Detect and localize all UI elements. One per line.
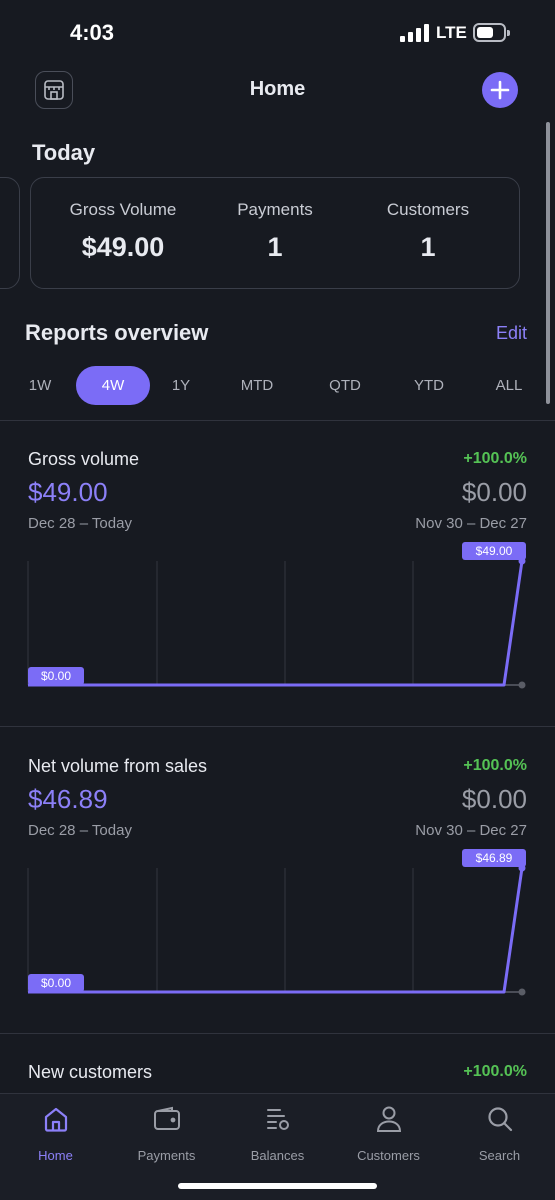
network-label: LTE xyxy=(436,23,467,42)
status-bar: 4:03 LTE xyxy=(0,0,555,62)
metric-range: Dec 28 – Today xyxy=(28,515,132,532)
tab-1w[interactable]: 1W xyxy=(28,377,52,394)
stat-value: 1 xyxy=(420,232,436,262)
stat-label: Gross Volume xyxy=(69,200,177,219)
divider xyxy=(0,420,555,421)
page-title: Home xyxy=(249,78,306,100)
stat-label: Payments xyxy=(237,200,313,219)
range-tabs: 1W 4W 1Y MTD QTD YTD ALL xyxy=(0,366,555,406)
tab-all[interactable]: ALL xyxy=(495,377,523,394)
metric-net-volume[interactable]: Net volume from sales +100.0% $46.89 $0.… xyxy=(0,727,555,1033)
start-label: $0.00 xyxy=(41,976,71,990)
metric-chart: $0.00 $49.00 xyxy=(27,542,526,689)
end-label: $49.00 xyxy=(476,544,513,558)
metric-title: New customers xyxy=(28,1062,153,1082)
scrollbar[interactable] xyxy=(546,122,550,404)
metric-previous-value: $0.00 xyxy=(461,784,527,814)
person-icon xyxy=(376,1106,401,1132)
metric-value: $49.00 xyxy=(28,477,108,507)
nav-customers[interactable]: Customers xyxy=(333,1104,444,1163)
metric-gross-volume[interactable]: Gross volume +100.0% $49.00 $0.00 Dec 28… xyxy=(0,420,555,726)
previous-end-point xyxy=(518,988,526,996)
store-button[interactable] xyxy=(35,71,73,109)
add-button[interactable] xyxy=(482,72,518,108)
end-label: $46.89 xyxy=(476,851,513,865)
plus-icon xyxy=(490,80,510,100)
previous-card[interactable] xyxy=(0,177,20,289)
nav-label: Home xyxy=(38,1148,73,1163)
nav-balances[interactable]: Balances xyxy=(222,1104,333,1163)
signal-icon xyxy=(400,24,430,42)
home-icon xyxy=(44,1107,67,1132)
search-icon xyxy=(487,1107,512,1132)
series-line xyxy=(28,867,524,994)
stat-value: $49.00 xyxy=(81,232,165,262)
divider xyxy=(0,726,555,727)
stat-label: Customers xyxy=(386,200,470,219)
tab-ytd[interactable]: YTD xyxy=(414,377,444,394)
nav-home[interactable]: Home xyxy=(0,1104,111,1163)
series-line xyxy=(28,560,524,687)
metric-change: +100.0% xyxy=(463,450,527,467)
start-label: $0.00 xyxy=(41,669,71,683)
nav-search[interactable]: Search xyxy=(444,1104,555,1163)
stat-payments: Payments 1 xyxy=(195,200,355,263)
metric-previous-value: $0.00 xyxy=(461,477,527,507)
home-indicator xyxy=(178,1183,377,1189)
tab-mtd[interactable]: MTD xyxy=(240,377,274,394)
metric-change: +100.0% xyxy=(463,1063,527,1080)
stat-customers: Customers 1 xyxy=(348,200,508,263)
metric-previous-range: Nov 30 – Dec 27 xyxy=(415,515,527,532)
previous-end-point xyxy=(518,681,526,689)
end-label-bg xyxy=(462,542,526,560)
status-time: 4:03 xyxy=(70,20,115,45)
wallet-icon xyxy=(153,1106,180,1130)
nav-label: Payments xyxy=(137,1148,196,1163)
end-label-bg xyxy=(462,849,526,867)
tab-qtd[interactable]: QTD xyxy=(329,377,361,394)
stat-value: 1 xyxy=(267,232,283,262)
nav-payments[interactable]: Payments xyxy=(111,1104,222,1163)
start-label-bg xyxy=(28,667,84,685)
divider xyxy=(0,1033,555,1034)
metric-new-customers[interactable]: New customers +100.0% xyxy=(0,1034,555,1094)
nav-label: Search xyxy=(478,1148,521,1163)
tab-4w[interactable]: 4W xyxy=(76,366,150,405)
metric-value: $46.89 xyxy=(28,784,108,814)
bottom-nav: Home Payments Balances Customers Search xyxy=(0,1093,555,1200)
stat-gross-volume: Gross Volume $49.00 xyxy=(43,200,203,263)
battery-icon xyxy=(473,23,510,42)
metric-title: Gross volume xyxy=(28,449,140,469)
edit-button[interactable]: Edit xyxy=(496,323,528,343)
storefront-icon xyxy=(44,80,64,100)
metric-chart: $0.00 $46.89 xyxy=(27,849,526,996)
metric-range: Dec 28 – Today xyxy=(28,822,132,839)
balances-icon xyxy=(266,1109,289,1130)
today-summary-card[interactable]: Gross Volume $49.00 Payments 1 Customers… xyxy=(30,177,520,289)
metric-change: +100.0% xyxy=(463,757,527,774)
today-title: Today xyxy=(32,140,96,165)
nav-label: Balances xyxy=(250,1148,305,1163)
start-label-bg xyxy=(28,974,84,992)
nav-label: Customers xyxy=(357,1148,420,1163)
tab-1y[interactable]: 1Y xyxy=(171,377,191,394)
metric-previous-range: Nov 30 – Dec 27 xyxy=(415,822,527,839)
metric-title: Net volume from sales xyxy=(28,756,208,776)
reports-title: Reports overview xyxy=(25,320,209,345)
